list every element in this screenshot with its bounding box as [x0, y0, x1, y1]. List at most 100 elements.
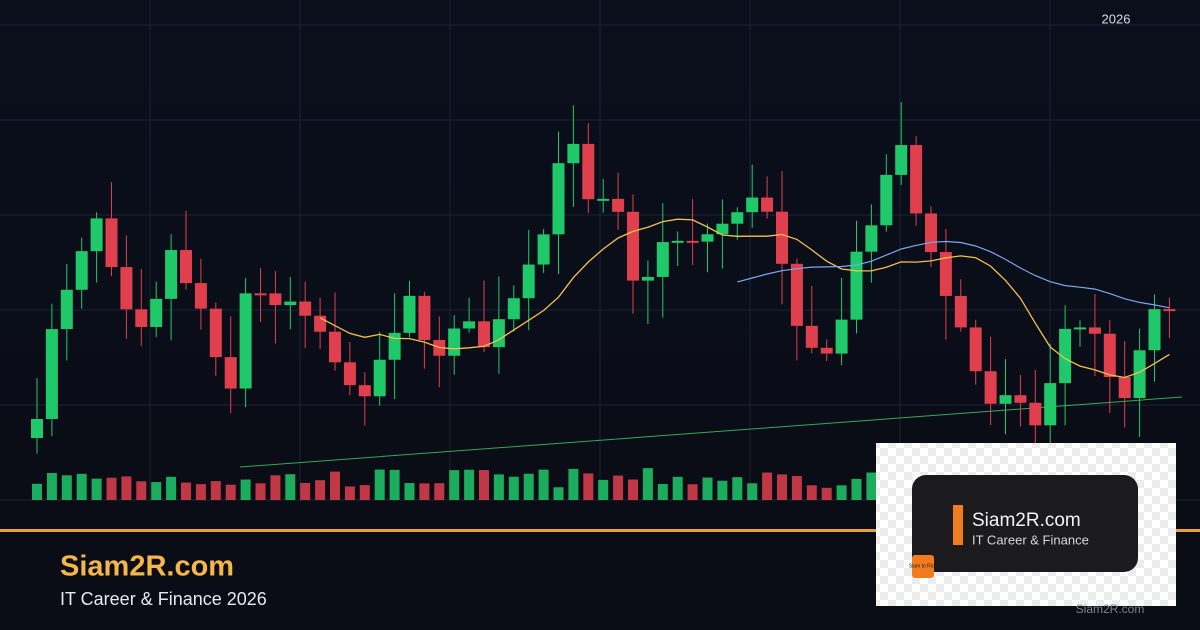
volume-bar [538, 469, 549, 500]
candle-body [761, 197, 774, 212]
volume-bar [32, 483, 42, 500]
volume-bar [657, 484, 668, 500]
candle-body [31, 419, 43, 438]
candle-body [75, 251, 88, 290]
candle-body [656, 242, 669, 277]
candle-body [627, 211, 639, 281]
candle-body [835, 319, 848, 354]
candle-body [120, 267, 133, 310]
candle-body [731, 212, 744, 224]
grid [0, 0, 1200, 502]
candle-body [552, 163, 565, 235]
candle-body [999, 395, 1012, 404]
volume-bar [747, 483, 758, 500]
moving-average [737, 240, 1170, 309]
candle-body [865, 225, 878, 252]
volume-bar [91, 478, 102, 500]
candle-body [686, 240, 699, 243]
candle-body [582, 143, 595, 200]
candle-body [522, 264, 535, 299]
candle-body [567, 143, 580, 164]
volume-bar [46, 472, 57, 500]
volume-bar [106, 477, 117, 500]
volume-bar [76, 473, 87, 500]
volume-bar [419, 483, 430, 500]
volume-bar [359, 485, 370, 500]
volume-bar [821, 487, 832, 500]
volume-bar [717, 480, 728, 500]
candle-body [701, 234, 714, 242]
volume-bar [300, 482, 311, 500]
volume-bar [598, 479, 609, 500]
watermark: Siam2R.com [1076, 602, 1145, 616]
candle-body [746, 197, 759, 213]
volume-bar [389, 469, 400, 500]
candle-body [492, 319, 505, 348]
candle-body [1148, 309, 1161, 351]
candle-body [254, 293, 267, 296]
volume-bar [568, 468, 579, 500]
candle-body [209, 308, 222, 358]
volume-bar [791, 475, 802, 500]
volume-bar [687, 484, 698, 500]
moving-average [319, 218, 1170, 379]
candle-body [1163, 309, 1176, 312]
divider [0, 529, 1200, 532]
candle-body [135, 309, 148, 327]
candle-body [850, 251, 863, 320]
candle-body [105, 218, 118, 268]
candle-body [403, 295, 416, 333]
volume-bar [762, 472, 773, 500]
volume-bar [866, 472, 877, 500]
volume-bar [285, 474, 296, 500]
candle-body [448, 328, 461, 356]
candle-body [507, 298, 520, 320]
volume-bar [210, 481, 221, 500]
candle-body [463, 321, 476, 329]
badge-text: Siam to Rich [909, 563, 938, 569]
candle-body [790, 263, 803, 326]
candle-body [165, 250, 178, 299]
candle-body [1103, 333, 1116, 377]
candle-body [671, 240, 684, 243]
volume-bar [166, 476, 177, 500]
volume-bar [702, 477, 713, 500]
volume-bar [330, 471, 340, 500]
logo-badge [912, 555, 934, 578]
candle-body [880, 174, 893, 226]
year-label: 2026 [1102, 11, 1131, 26]
candle-body [597, 198, 610, 201]
volume-bar [151, 482, 162, 500]
candle-body [716, 223, 729, 235]
candle-body [60, 289, 73, 330]
candle-body [343, 362, 356, 386]
volume-bar [374, 469, 385, 500]
candle-body [329, 331, 341, 363]
volume-bar [628, 479, 638, 500]
volume-bar [493, 474, 504, 500]
candle-body [969, 327, 982, 372]
volume-bar [270, 475, 281, 500]
candle-body [1044, 383, 1057, 426]
volume-bar [732, 477, 743, 500]
volume-bar [225, 484, 236, 500]
candle-body [776, 211, 788, 264]
volume-bar [523, 473, 534, 500]
candles [31, 102, 1176, 464]
volume-bar [806, 485, 817, 500]
volume-bar [479, 469, 489, 500]
candle-body [269, 293, 282, 306]
logo-title: Siam2R.com [972, 510, 1081, 531]
volume-bar [195, 484, 206, 500]
candle-body [895, 145, 908, 175]
logo-panel [912, 475, 1138, 572]
candle-body [1014, 395, 1027, 403]
candle-body [925, 213, 937, 253]
volume-bar [642, 468, 653, 500]
candle-body [194, 283, 207, 309]
volume-bar [240, 479, 251, 500]
candle-body [954, 295, 967, 328]
volume-bar [344, 486, 355, 500]
volume-bar [508, 476, 519, 500]
